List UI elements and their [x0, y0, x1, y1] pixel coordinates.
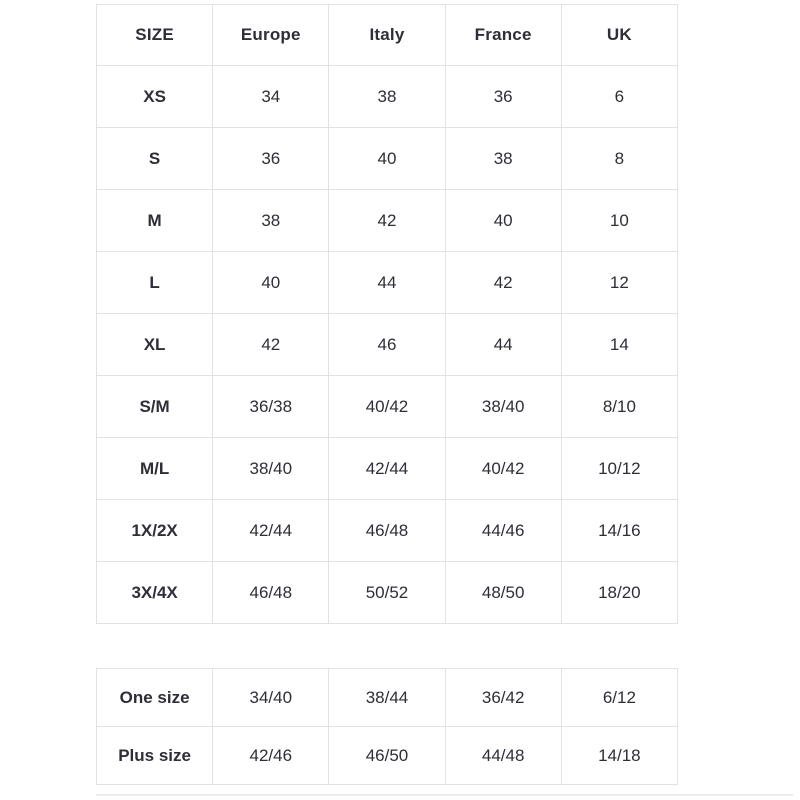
uk-value: 14 [560, 313, 679, 376]
europe-value: 34/40 [212, 668, 330, 727]
size-label: 1X/2X [95, 499, 214, 562]
europe-value: 38 [212, 189, 330, 252]
france-value: 36 [444, 65, 562, 128]
table-row-ml: M/L 38/40 42/44 40/42 10/12 [95, 437, 679, 500]
europe-value: 40 [212, 251, 330, 314]
uk-value: 12 [560, 251, 679, 314]
uk-value: 18/20 [560, 561, 679, 624]
uk-value: 8 [560, 127, 679, 190]
europe-value: 34 [212, 65, 330, 128]
size-label: L [95, 251, 214, 314]
table-row-m: M 38 42 40 10 [95, 189, 679, 252]
italy-value: 40 [328, 127, 446, 190]
table-row-one-size: One size 34/40 38/44 36/42 6/12 [95, 668, 679, 727]
size-label: M/L [95, 437, 214, 500]
table-row-sm: S/M 36/38 40/42 38/40 8/10 [95, 375, 679, 438]
europe-value: 46/48 [212, 561, 330, 624]
table-row-xl: XL 42 46 44 14 [95, 313, 679, 376]
italy-value: 50/52 [328, 561, 446, 624]
italy-value: 42/44 [328, 437, 446, 500]
france-value: 36/42 [444, 668, 562, 727]
size-label: XL [95, 313, 214, 376]
header-cell-size: SIZE [95, 4, 214, 66]
size-label: S/M [95, 375, 214, 438]
bottom-divider [96, 794, 793, 796]
france-value: 44/46 [444, 499, 562, 562]
france-value: 40 [444, 189, 562, 252]
uk-value: 8/10 [560, 375, 679, 438]
france-value: 48/50 [444, 561, 562, 624]
italy-value: 38/44 [328, 668, 446, 727]
size-label: M [95, 189, 214, 252]
special-sizes-table: One size 34/40 38/44 36/42 6/12 Plus siz… [95, 668, 679, 785]
table-row-l: L 40 44 42 12 [95, 251, 679, 314]
table-row-1x2x: 1X/2X 42/44 46/48 44/46 14/16 [95, 499, 679, 562]
uk-value: 6/12 [560, 668, 679, 727]
size-label: XS [95, 65, 214, 128]
table-row-xs: XS 34 38 36 6 [95, 65, 679, 128]
france-value: 38 [444, 127, 562, 190]
table-row-s: S 36 40 38 8 [95, 127, 679, 190]
header-cell-france: France [444, 4, 562, 66]
header-row: SIZE Europe Italy France UK [95, 4, 679, 66]
italy-value: 46/48 [328, 499, 446, 562]
table-row-plus-size: Plus size 42/46 46/50 44/48 14/18 [95, 726, 679, 785]
italy-value: 46 [328, 313, 446, 376]
size-label: S [95, 127, 214, 190]
table-row-3x4x: 3X/4X 46/48 50/52 48/50 18/20 [95, 561, 679, 624]
europe-value: 42 [212, 313, 330, 376]
uk-value: 10/12 [560, 437, 679, 500]
header-cell-uk: UK [560, 4, 679, 66]
size-label: 3X/4X [95, 561, 214, 624]
europe-value: 42/46 [212, 726, 330, 785]
france-value: 38/40 [444, 375, 562, 438]
uk-value: 6 [560, 65, 679, 128]
uk-value: 14/18 [560, 726, 679, 785]
france-value: 42 [444, 251, 562, 314]
header-cell-italy: Italy [328, 4, 446, 66]
uk-value: 10 [560, 189, 679, 252]
france-value: 44 [444, 313, 562, 376]
france-value: 44/48 [444, 726, 562, 785]
header-cell-europe: Europe [212, 4, 330, 66]
europe-value: 36 [212, 127, 330, 190]
italy-value: 44 [328, 251, 446, 314]
italy-value: 38 [328, 65, 446, 128]
italy-value: 42 [328, 189, 446, 252]
uk-value: 14/16 [560, 499, 679, 562]
size-label: Plus size [95, 726, 214, 785]
europe-value: 36/38 [212, 375, 330, 438]
europe-value: 42/44 [212, 499, 330, 562]
france-value: 40/42 [444, 437, 562, 500]
italy-value: 40/42 [328, 375, 446, 438]
italy-value: 46/50 [328, 726, 446, 785]
size-conversion-table: SIZE Europe Italy France UK XS 34 38 36 … [95, 4, 679, 624]
size-label: One size [95, 668, 214, 727]
europe-value: 38/40 [212, 437, 330, 500]
